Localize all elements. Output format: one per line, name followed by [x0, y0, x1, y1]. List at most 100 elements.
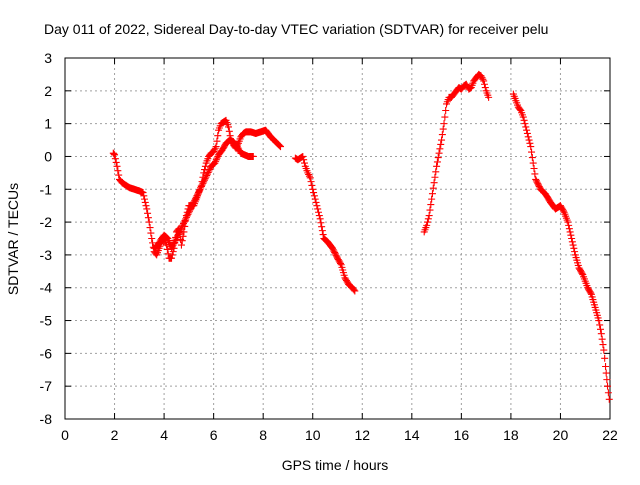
data-point	[578, 269, 586, 277]
data-point	[317, 219, 325, 227]
data-point	[304, 169, 312, 177]
data-point	[521, 120, 529, 128]
data-point	[176, 227, 184, 235]
data-point	[192, 193, 200, 201]
data-point	[318, 227, 326, 235]
data-point	[277, 143, 285, 151]
data-point	[305, 171, 313, 179]
data-point	[520, 116, 528, 124]
data-point	[182, 215, 190, 223]
data-point	[565, 221, 573, 229]
data-point	[191, 195, 199, 203]
data-point	[428, 195, 436, 203]
data-point	[183, 212, 191, 220]
data-point	[433, 158, 441, 166]
data-point	[571, 248, 579, 256]
data-point	[516, 105, 524, 113]
data-point	[197, 184, 205, 192]
data-point	[225, 123, 232, 131]
data-point	[174, 230, 182, 238]
data-point	[189, 199, 197, 207]
x-tick-label: 2	[111, 427, 119, 443]
data-point	[249, 152, 257, 160]
data-point	[430, 179, 438, 187]
data-point	[310, 189, 318, 197]
data-point	[300, 156, 308, 164]
data-point	[568, 235, 576, 242]
x-axis-label: GPS time / hours	[282, 457, 389, 473]
data-point	[350, 286, 358, 294]
y-tick-label: -5	[40, 313, 53, 329]
data-point	[311, 195, 319, 203]
data-point	[173, 234, 181, 242]
data-point	[206, 165, 214, 173]
data-point	[211, 159, 219, 167]
data-point	[309, 185, 317, 193]
data-point	[605, 395, 613, 403]
data-point	[204, 168, 212, 176]
data-point	[570, 244, 578, 252]
data-point	[172, 235, 180, 243]
data-point	[462, 80, 470, 88]
grid	[64, 57, 611, 420]
y-tick-label: -7	[40, 378, 53, 394]
data-point	[438, 131, 446, 139]
data-point	[149, 239, 157, 247]
data-point	[425, 212, 433, 220]
data-point	[523, 126, 531, 134]
data-point	[113, 162, 121, 170]
data-point	[179, 221, 187, 229]
data-point	[185, 207, 193, 215]
data-series	[291, 152, 359, 295]
y-tick-label: -3	[40, 247, 53, 263]
y-tick-label: 1	[44, 116, 52, 132]
data-point	[169, 241, 177, 249]
data-series	[509, 90, 613, 403]
data-point	[164, 250, 172, 258]
data-point	[310, 192, 318, 200]
data-point	[181, 216, 189, 224]
data-point	[111, 151, 119, 159]
x-tick-label: 18	[503, 427, 519, 443]
data-point	[525, 136, 533, 144]
x-tick-label: 4	[160, 427, 168, 443]
axis-ticks	[64, 57, 611, 420]
data-point	[193, 192, 201, 200]
data-point	[186, 206, 194, 214]
data-point	[602, 369, 610, 377]
data-point	[299, 152, 307, 160]
data-point	[307, 178, 315, 186]
data-points	[109, 70, 613, 403]
data-point	[145, 218, 153, 226]
x-tick-label: 20	[553, 427, 569, 443]
data-point	[564, 218, 572, 226]
data-point	[144, 214, 152, 222]
y-axis-label: SDTVAR / TECUs	[5, 183, 21, 295]
data-point	[319, 231, 327, 239]
data-point	[559, 207, 567, 215]
data-point	[210, 148, 218, 156]
data-point	[300, 159, 308, 167]
data-point	[528, 154, 536, 162]
data-point	[522, 123, 530, 131]
data-series	[420, 70, 493, 236]
data-point	[428, 190, 436, 198]
data-point	[431, 173, 439, 181]
data-point	[169, 248, 177, 256]
data-point	[112, 158, 120, 166]
data-point	[336, 259, 344, 267]
data-point	[529, 159, 537, 167]
data-point	[171, 238, 179, 246]
data-point	[568, 238, 576, 246]
data-point	[604, 389, 612, 397]
data-point	[440, 120, 448, 128]
data-point	[600, 346, 608, 354]
y-tick-label: -1	[40, 181, 53, 197]
data-point	[139, 189, 147, 197]
data-point	[200, 178, 208, 186]
data-point	[477, 72, 485, 80]
data-point	[426, 206, 434, 214]
data-point	[602, 362, 610, 370]
data-point	[225, 127, 233, 135]
x-axis-tick-labels: 0 2 4 6 8 10 12 14 16 18 20 22	[61, 427, 618, 443]
